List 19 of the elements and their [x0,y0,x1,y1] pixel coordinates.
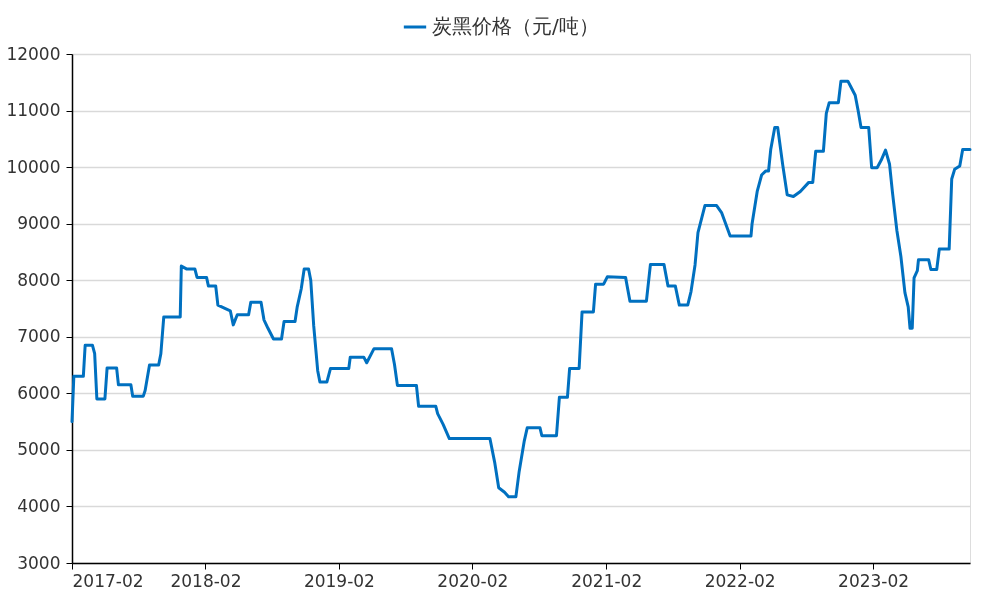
x-tick-label: 2019-02 [303,570,375,591]
y-tick-label: 9000 [17,213,61,234]
y-tick-label: 7000 [17,326,61,347]
y-tick-label: 6000 [17,382,61,403]
y-tick-label: 10000 [6,156,61,177]
y-tick-label: 3000 [17,552,61,573]
x-tick-label: 2017-02 [72,570,144,591]
line-series [70,79,972,499]
legend-label: 炭黑价格（元/吨） [432,14,599,38]
y-tick-label: 4000 [17,495,61,516]
x-tick-label: 2021-02 [571,570,643,591]
y-tick-label: 12000 [6,43,61,64]
x-tick-label: 2020-02 [437,570,509,591]
x-tick-label: 2022-02 [704,570,776,591]
y-tick-label: 5000 [17,439,61,460]
y-tick-label: 11000 [6,100,61,121]
x-tick-label: 2023-02 [838,570,910,591]
y-tick-label: 8000 [17,269,61,290]
x-tick-label: 2018-02 [170,570,242,591]
